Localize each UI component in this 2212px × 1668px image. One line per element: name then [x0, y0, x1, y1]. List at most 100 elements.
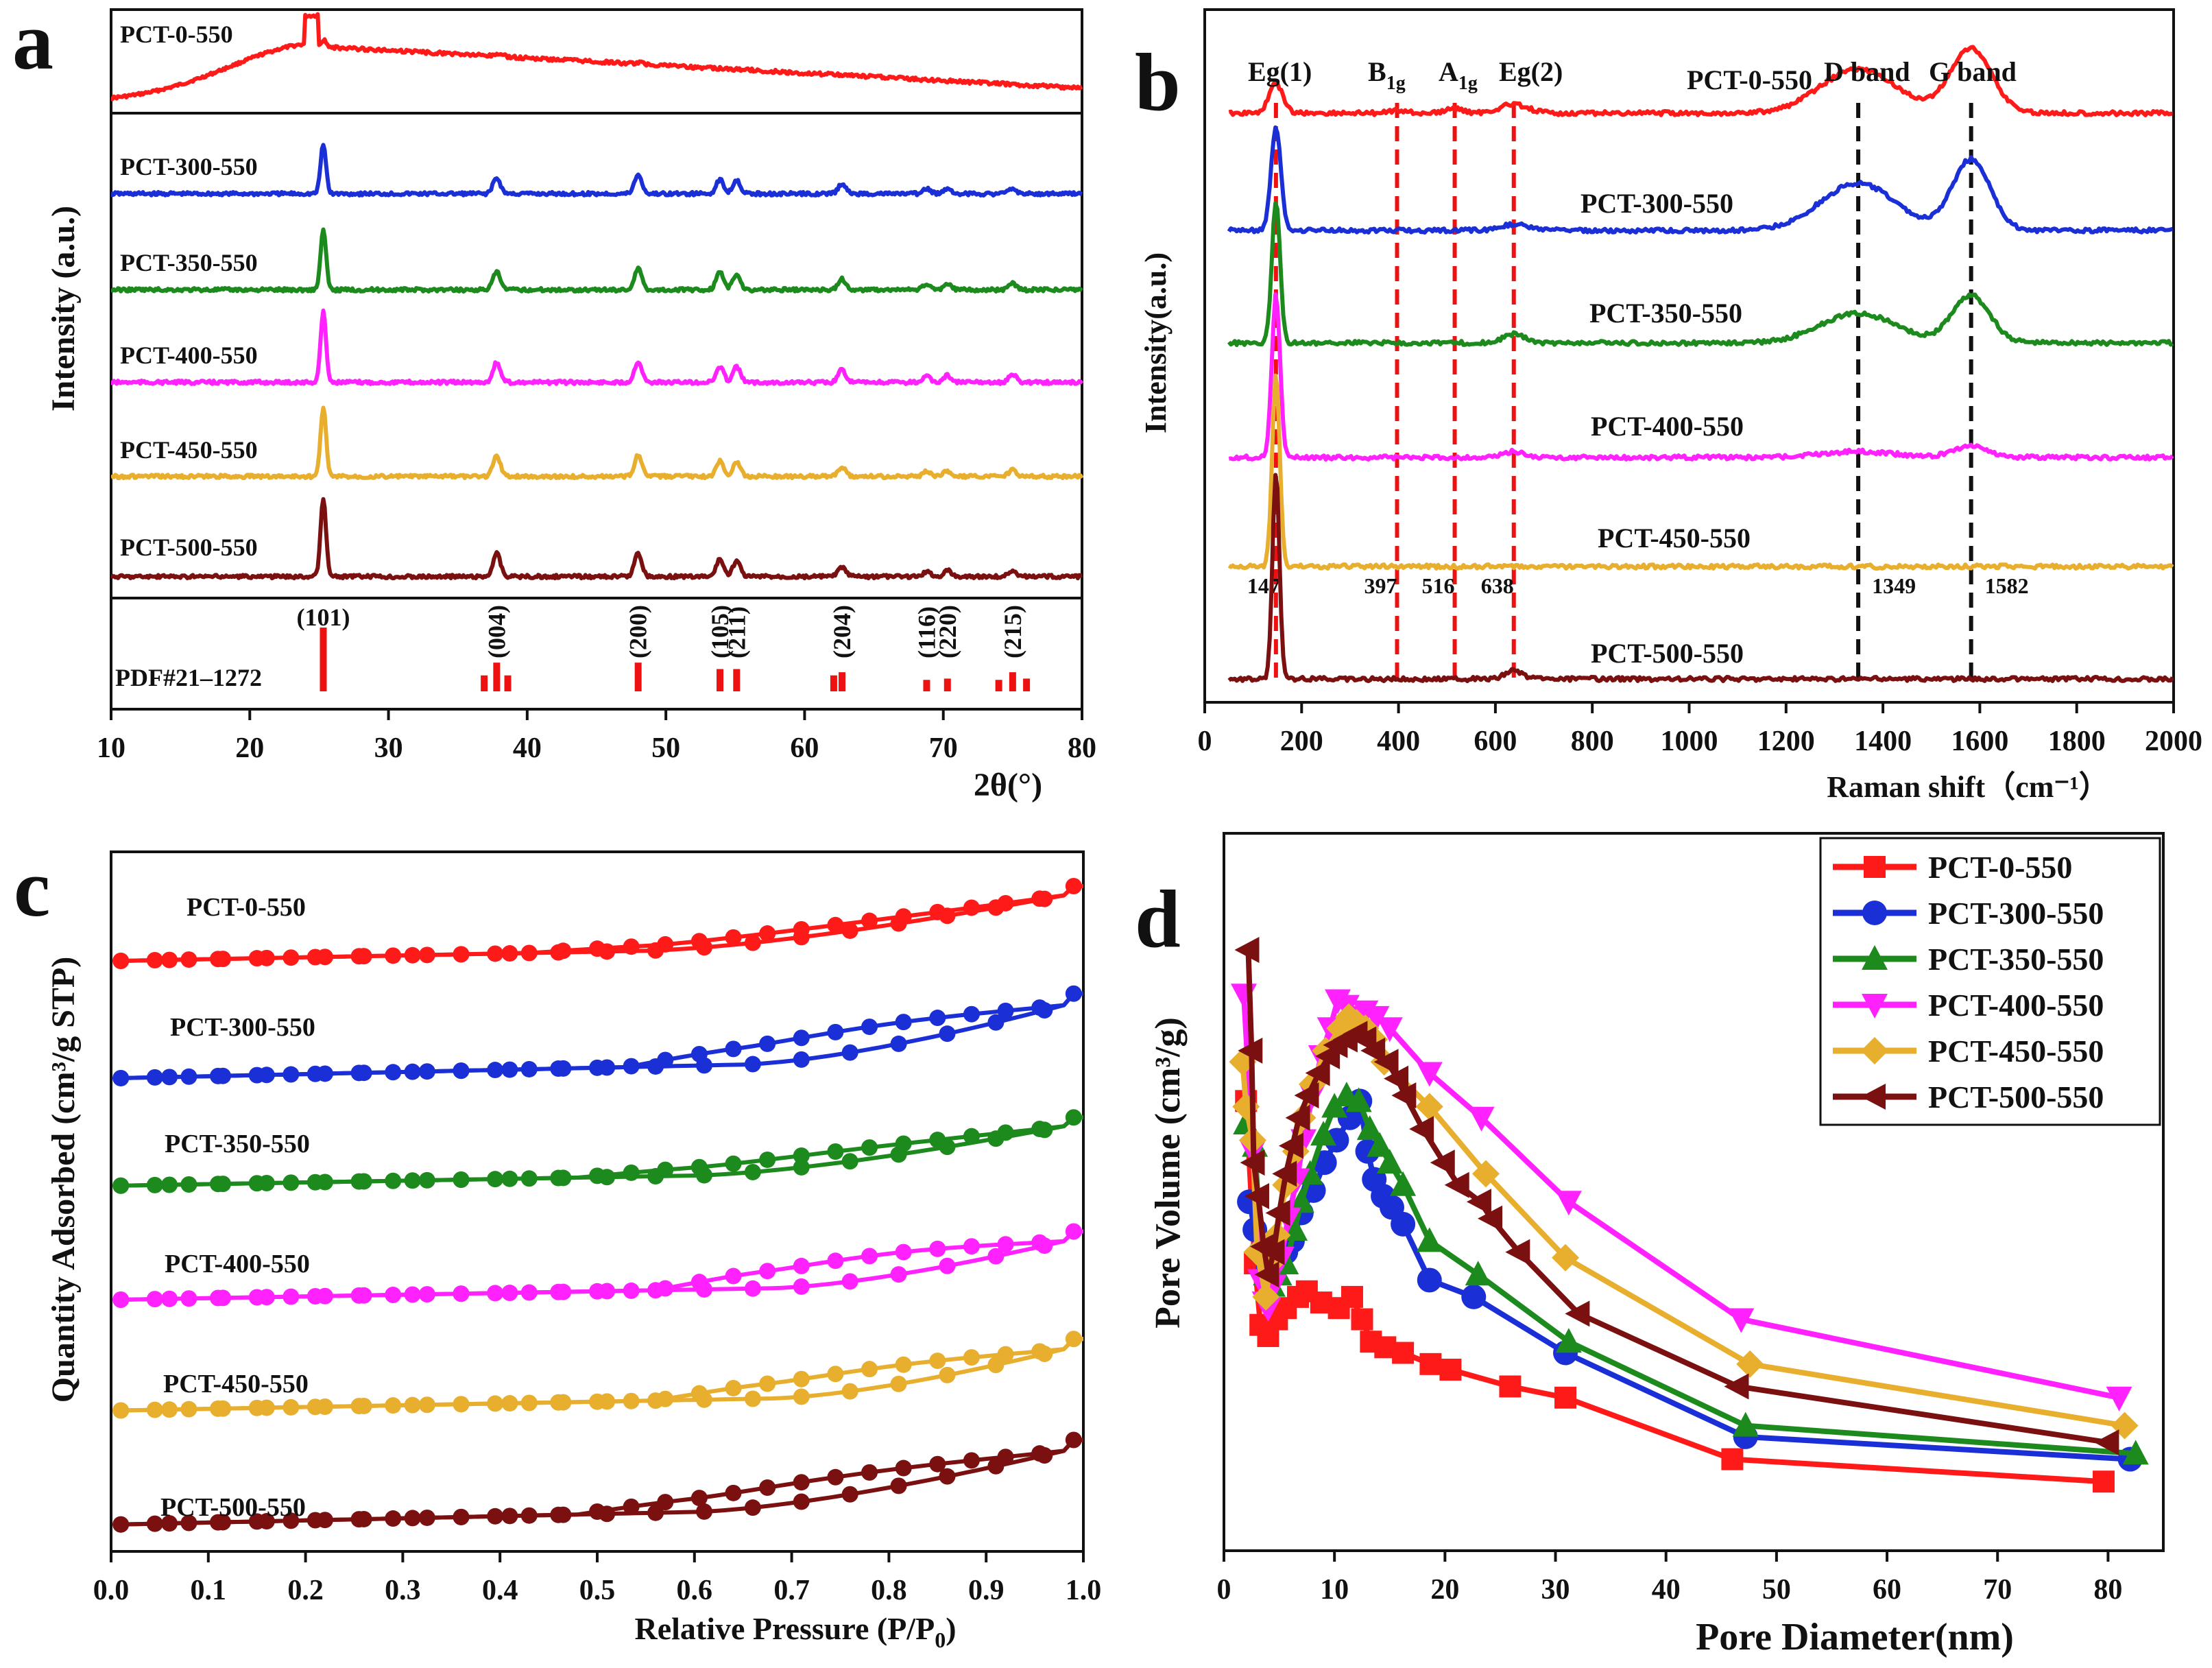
isotherm-point — [147, 1402, 163, 1418]
pore-point — [1341, 1286, 1363, 1308]
isotherm-point — [419, 1063, 435, 1080]
isotherm-point — [963, 1452, 980, 1468]
isotherm-point — [623, 1499, 640, 1515]
panel-b-letter: b — [1135, 36, 1181, 128]
isotherm-point — [249, 1289, 265, 1306]
isotherm-point — [521, 1395, 538, 1411]
pore-point — [1351, 1309, 1373, 1331]
panel-b-x-tick-label: 800 — [1571, 726, 1614, 757]
xrd-series-label: PCT-400-550 — [120, 342, 258, 369]
panel-c-xlabel: Relative Pressure (P/P0) — [634, 1611, 956, 1652]
raman-band-label: Eg(2) — [1499, 56, 1563, 87]
isotherm-point — [215, 951, 231, 967]
legend-label: PCT-300-550 — [1928, 896, 2104, 931]
isotherm-point — [963, 1238, 980, 1254]
panel-a-ylabel: Intensity (a.u.) — [45, 206, 82, 412]
isotherm-point — [725, 1040, 742, 1057]
isotherm-point — [793, 1029, 810, 1046]
panel-a-x-tick-label: 60 — [790, 732, 819, 764]
raman-band-label: G band — [1929, 56, 2017, 87]
panel-a-xrd: a10 20 30 40 50 60 70 802θ(°)Intensity (a.u.)PC… — [12, 0, 1096, 803]
isotherm-point — [1066, 1109, 1082, 1125]
raman-marker-value: 147 — [1247, 573, 1280, 598]
isotherm-point — [895, 908, 912, 925]
isotherm-series-label: PCT-350-550 — [165, 1130, 310, 1158]
isotherm-point — [929, 1456, 946, 1473]
panel-a-x-tick-label: 50 — [651, 732, 680, 764]
isotherm-point — [827, 1366, 843, 1382]
legend-label: PCT-0-550 — [1928, 850, 2072, 885]
isotherm-point — [793, 921, 810, 938]
band-subscript: 1g — [1386, 73, 1406, 94]
isotherm-point — [180, 1401, 197, 1418]
isotherm-point — [891, 1266, 907, 1283]
isotherm-point — [691, 933, 708, 949]
isotherm-point — [623, 1165, 640, 1181]
isotherm-point — [842, 1045, 858, 1061]
isotherm-point — [623, 938, 640, 955]
isotherm-point — [282, 1067, 299, 1083]
isotherm-point — [759, 925, 776, 942]
panel-b-ylabel: Intensity(a.u.) — [1139, 252, 1173, 433]
isotherm-point — [691, 1274, 708, 1290]
isotherm-point — [282, 1399, 299, 1416]
panel-b-x-tick-label: 1200 — [1757, 726, 1815, 757]
isotherm-point — [895, 1135, 912, 1152]
isotherm-point — [725, 1485, 742, 1501]
isotherm-point — [521, 1508, 538, 1524]
hkl-label: (215) — [999, 605, 1026, 658]
legend-marker — [1864, 856, 1886, 878]
isotherm-point — [589, 1283, 605, 1300]
isotherm-point — [725, 1268, 742, 1285]
isotherm-point — [351, 1173, 368, 1190]
isotherm-point — [487, 1285, 503, 1301]
isotherm-point — [793, 1474, 810, 1490]
isotherm-point — [521, 1061, 538, 1077]
isotherm-point — [112, 1402, 129, 1418]
isotherm-point — [998, 1346, 1014, 1363]
raman-series-label: PCT-0-550 — [1687, 64, 1812, 95]
panel-d-x-tick-label: 10 — [1320, 1574, 1349, 1606]
isotherm-point — [1031, 1121, 1048, 1137]
isotherm-point — [282, 949, 299, 966]
panel-c-letter: c — [14, 842, 50, 933]
isotherm-point — [861, 1139, 878, 1156]
isotherm-point — [147, 1177, 163, 1193]
isotherm-point — [929, 1010, 946, 1026]
isotherm-point — [419, 1396, 435, 1413]
isotherm-point — [215, 1068, 231, 1084]
isotherm-point — [793, 1493, 810, 1510]
isotherm-point — [147, 1291, 163, 1307]
raman-marker-value: 1349 — [1872, 573, 1916, 598]
xrd-series-label: PCT-300-550 — [120, 153, 258, 180]
isotherm-point — [487, 1508, 503, 1525]
isotherm-point — [939, 1367, 955, 1383]
panel-a-x-tick-label: 40 — [513, 732, 542, 764]
isotherm-point — [929, 1241, 946, 1257]
isotherm-series-label: PCT-450-550 — [163, 1370, 309, 1398]
panel-c-x-tick-label: 0.3 — [385, 1575, 421, 1606]
isotherm-point — [963, 1128, 980, 1145]
isotherm-point — [745, 1164, 761, 1180]
isotherm-point — [998, 1236, 1014, 1252]
panel-c-x-tick-label: 0.9 — [968, 1575, 1005, 1606]
pore-point — [1409, 1116, 1434, 1142]
isotherm-point — [555, 1394, 571, 1411]
isotherm-point — [745, 1391, 761, 1407]
panel-d-xlabel: Pore Diameter(nm) — [1696, 1616, 2014, 1658]
pore-point — [1445, 1172, 1469, 1198]
isotherm-point — [842, 1273, 858, 1289]
isotherm-point — [861, 1464, 878, 1481]
isotherm-point — [385, 1510, 401, 1527]
isotherm-point — [215, 1289, 231, 1306]
isotherm-point — [419, 946, 435, 963]
isotherm-point — [180, 1069, 197, 1085]
raman-band-label: Eg(1) — [1248, 56, 1312, 87]
isotherm-point — [1066, 986, 1082, 1002]
isotherm-point — [891, 1376, 907, 1392]
isotherm-point — [861, 1361, 878, 1377]
isotherm-point — [215, 1401, 231, 1417]
isotherm-point — [939, 1025, 955, 1042]
isotherm-point — [317, 1065, 333, 1082]
isotherm-point — [745, 1056, 761, 1073]
